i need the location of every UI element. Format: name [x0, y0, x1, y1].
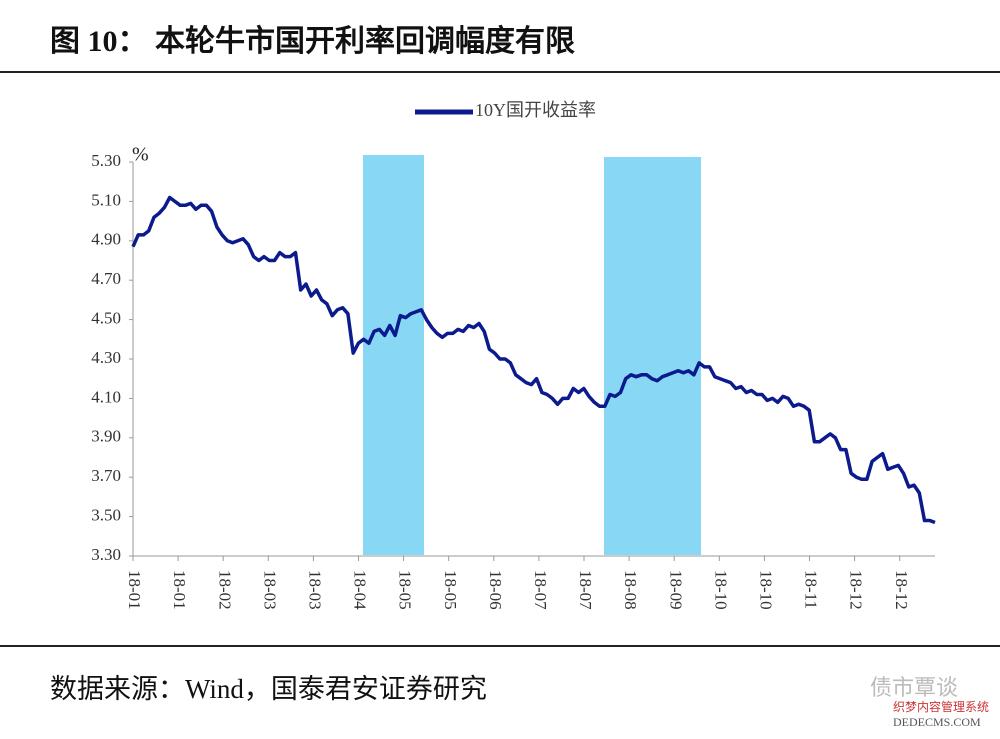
highlight-band [604, 157, 701, 555]
x-tick-label: 18-08 [621, 570, 640, 610]
y-tick-label: 5.10 [91, 190, 121, 209]
x-tick-label: 18-07 [531, 570, 550, 610]
chart-title: 图 10： 本轮牛市国开利率回调幅度有限 [50, 24, 575, 58]
x-tick-label: 18-05 [441, 570, 460, 610]
y-tick-label: 4.50 [91, 309, 121, 328]
x-tick-label: 18-06 [486, 570, 505, 610]
x-tick-label: 18-04 [351, 570, 370, 610]
x-tick-label: 18-10 [756, 570, 775, 610]
x-tick-label: 18-03 [260, 570, 279, 610]
x-tick-label: 18-01 [170, 570, 189, 610]
x-tick-label: 18-02 [215, 570, 234, 610]
y-tick-label: 4.70 [91, 269, 121, 288]
y-tick-label: 4.30 [91, 348, 121, 367]
x-tick-label: 18-03 [305, 570, 324, 610]
y-tick-label: 3.90 [91, 427, 121, 446]
x-tick-label: 18-05 [396, 570, 415, 610]
series-line [131, 195, 936, 525]
y-tick-label: 3.50 [91, 506, 121, 525]
x-tick-label: 18-01 [125, 570, 144, 610]
legend-label: 10Y国开收益率 [475, 100, 596, 120]
y-tick-label: 5.30 [91, 151, 121, 170]
x-tick-label: 18-12 [847, 570, 866, 610]
y-unit: % [132, 144, 149, 166]
y-tick-label: 4.90 [91, 230, 121, 249]
y-tick-label: 4.10 [91, 387, 121, 406]
y-tick-label: 3.70 [91, 466, 121, 485]
x-tick-label: 18-12 [892, 570, 911, 610]
highlight-band [363, 155, 424, 555]
watermark: DEDECMS.COM [893, 715, 981, 729]
y-tick-label: 3.30 [91, 545, 121, 564]
watermark: 织梦内容管理系统 [893, 699, 989, 714]
x-tick-label: 18-10 [711, 570, 730, 610]
x-tick-label: 18-09 [666, 570, 685, 610]
watermark: 债市覃谈 [870, 675, 958, 700]
x-tick-label: 18-07 [576, 570, 595, 610]
source: 数据来源：Wind，国泰君安证券研究 [50, 674, 487, 704]
x-tick-label: 18-11 [802, 570, 821, 609]
